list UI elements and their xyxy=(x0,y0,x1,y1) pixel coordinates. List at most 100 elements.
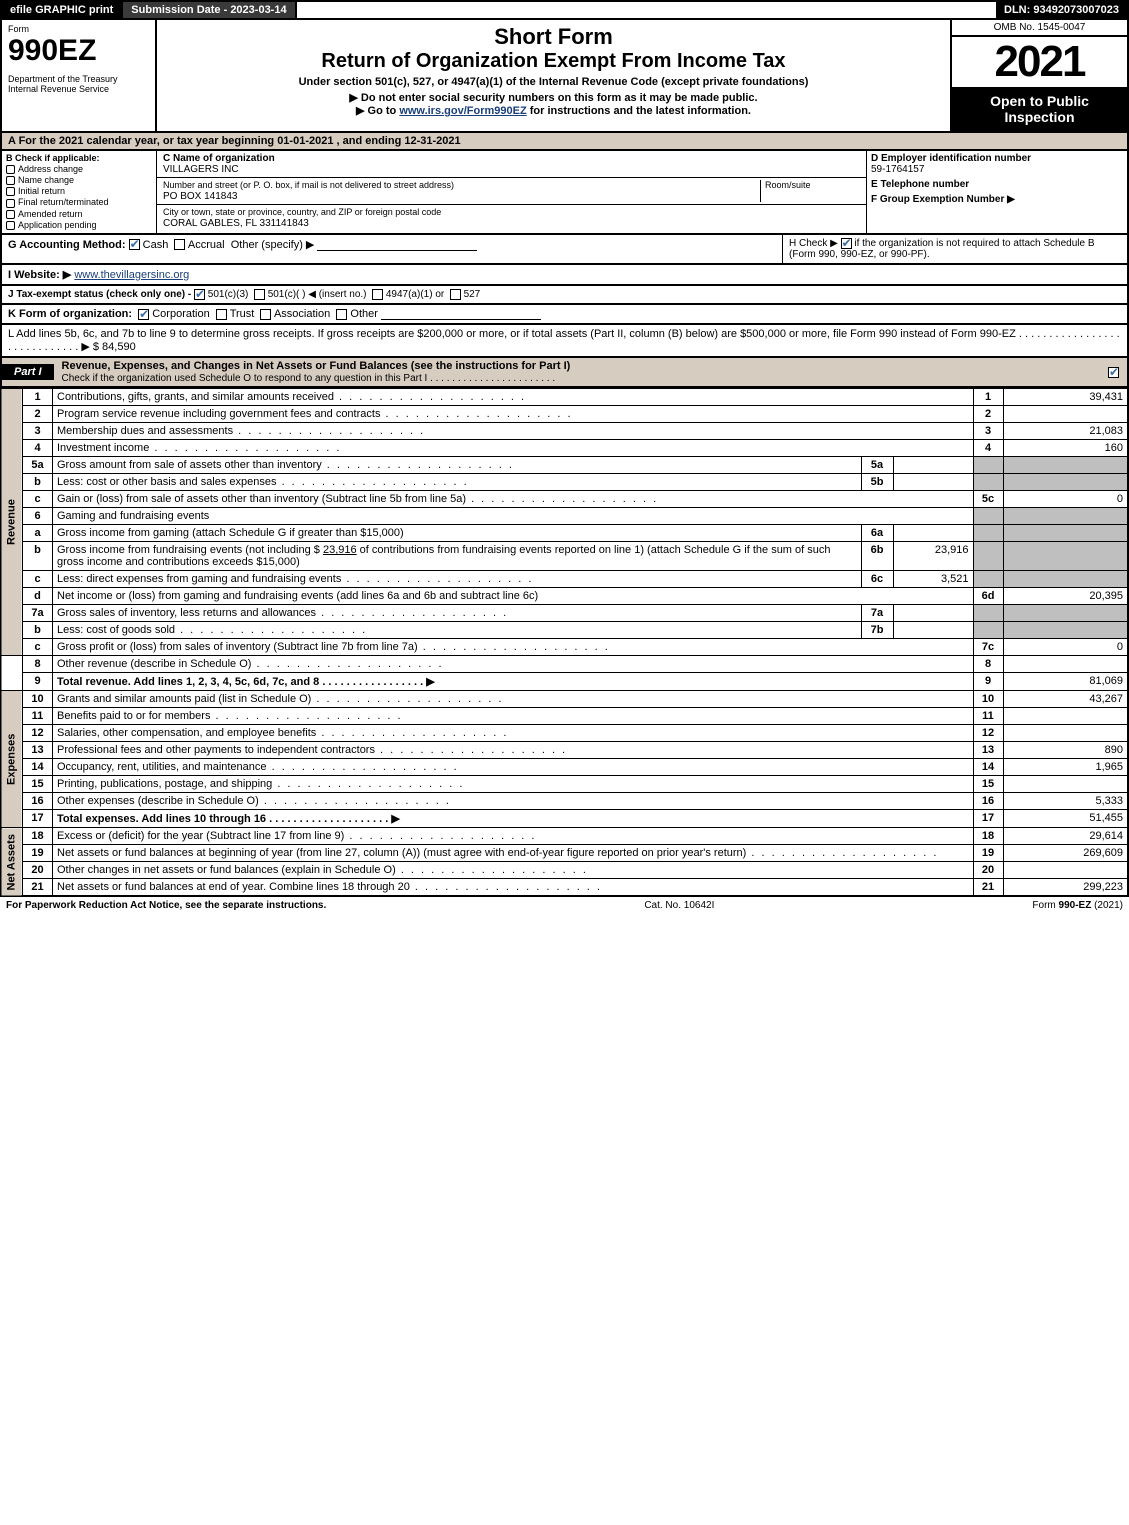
submission-date: Submission Date - 2023-03-14 xyxy=(123,2,296,18)
title-main: Return of Organization Exempt From Incom… xyxy=(163,50,944,73)
section-b: B Check if applicable: Address change Na… xyxy=(2,151,157,233)
irs-link[interactable]: www.irs.gov/Form990EZ xyxy=(399,105,526,117)
row-3: 3Membership dues and assessments321,083 xyxy=(1,423,1128,440)
top-bar: efile GRAPHIC print Submission Date - 20… xyxy=(0,0,1129,20)
c-name-label: C Name of organization xyxy=(163,153,275,164)
row-20: 20Other changes in net assets or fund ba… xyxy=(1,862,1128,879)
form-label: Form xyxy=(8,24,149,34)
omb-number: OMB No. 1545-0047 xyxy=(952,20,1127,37)
b-opt-name[interactable]: Name change xyxy=(6,175,152,185)
subtitle: Under section 501(c), 527, or 4947(a)(1)… xyxy=(163,76,944,88)
ein-value: 59-1764157 xyxy=(871,164,1123,175)
footer-left: For Paperwork Reduction Act Notice, see … xyxy=(6,900,326,911)
row-5a: 5aGross amount from sale of assets other… xyxy=(1,457,1128,474)
dln: DLN: 93492073007023 xyxy=(996,2,1127,18)
row-6b: bGross income from fundraising events (n… xyxy=(1,542,1128,571)
g-other-input[interactable] xyxy=(317,239,477,251)
e-label: E Telephone number xyxy=(871,179,969,190)
g-label: G Accounting Method: xyxy=(8,239,126,251)
row-7c: cGross profit or (loss) from sales of in… xyxy=(1,639,1128,656)
j-4947: 4947(a)(1) or xyxy=(386,289,444,300)
row-14: 14Occupancy, rent, utilities, and mainte… xyxy=(1,759,1128,776)
section-g: G Accounting Method: Cash Accrual Other … xyxy=(2,235,782,263)
b-opt-amended[interactable]: Amended return xyxy=(6,209,152,219)
vlabel-revenue: Revenue xyxy=(1,389,23,656)
row-15: 15Printing, publications, postage, and s… xyxy=(1,776,1128,793)
c-city-label: City or town, state or province, country… xyxy=(163,207,441,217)
section-a: A For the 2021 calendar year, or tax yea… xyxy=(0,133,1129,151)
row-12: 12Salaries, other compensation, and empl… xyxy=(1,725,1128,742)
org-name: VILLAGERS INC xyxy=(163,164,239,175)
form-header: Form 990EZ Department of the Treasury In… xyxy=(0,20,1129,133)
vlabel-netassets: Net Assets xyxy=(1,828,23,897)
part1-tab: Part I xyxy=(2,364,54,380)
dept-label: Department of the Treasury Internal Reve… xyxy=(8,74,149,94)
row-5b: bLess: cost or other basis and sales exp… xyxy=(1,474,1128,491)
block-bcdef: B Check if applicable: Address change Na… xyxy=(0,151,1129,235)
k-corp-check[interactable] xyxy=(138,309,149,320)
r1-value: 39,431 xyxy=(1003,389,1128,406)
section-l: L Add lines 5b, 6c, and 7b to line 9 to … xyxy=(0,325,1129,358)
c-room-label: Room/suite xyxy=(765,180,811,190)
j-527-check[interactable] xyxy=(450,289,461,300)
row-6c: cLess: direct expenses from gaming and f… xyxy=(1,571,1128,588)
row-5c: cGain or (loss) from sale of assets othe… xyxy=(1,491,1128,508)
j-501c-check[interactable] xyxy=(254,289,265,300)
b-opt-address[interactable]: Address change xyxy=(6,164,152,174)
k-label: K Form of organization: xyxy=(8,308,132,320)
b-opt-pending[interactable]: Application pending xyxy=(6,220,152,230)
b-label: B Check if applicable: xyxy=(6,153,152,163)
j-501c: 501(c)( ) ◀ (insert no.) xyxy=(268,289,367,300)
section-j: J Tax-exempt status (check only one) - 5… xyxy=(0,286,1129,305)
k-assoc-check[interactable] xyxy=(260,309,271,320)
row-8: 8Other revenue (describe in Schedule O)8 xyxy=(1,656,1128,673)
b-opt-final[interactable]: Final return/terminated xyxy=(6,197,152,207)
j-501c3-check[interactable] xyxy=(194,289,205,300)
vlabel-expenses: Expenses xyxy=(1,691,23,828)
row-6a: aGross income from gaming (attach Schedu… xyxy=(1,525,1128,542)
row-18: Net Assets18Excess or (deficit) for the … xyxy=(1,828,1128,845)
note-goto-post: for instructions and the latest informat… xyxy=(527,105,751,117)
section-def: D Employer identification number 59-1764… xyxy=(867,151,1127,233)
row-17: 17Total expenses. Add lines 10 through 1… xyxy=(1,810,1128,828)
row-4: 4Investment income4160 xyxy=(1,440,1128,457)
row-13: 13Professional fees and other payments t… xyxy=(1,742,1128,759)
row-16: 16Other expenses (describe in Schedule O… xyxy=(1,793,1128,810)
row-gh: G Accounting Method: Cash Accrual Other … xyxy=(0,235,1129,265)
part1-check[interactable] xyxy=(1108,367,1119,378)
tax-year: 2021 xyxy=(952,37,1127,87)
c-street-label: Number and street (or P. O. box, if mail… xyxy=(163,180,454,190)
r1-text: Contributions, gifts, grants, and simila… xyxy=(57,391,526,403)
title-short-form: Short Form xyxy=(163,24,944,50)
note-goto-pre: ▶ Go to xyxy=(356,105,399,117)
row-2: 2Program service revenue including gover… xyxy=(1,406,1128,423)
j-501c3: 501(c)(3) xyxy=(208,289,249,300)
k-other: Other xyxy=(350,308,378,320)
g-cash: Cash xyxy=(143,239,169,251)
part1-title-text: Revenue, Expenses, and Changes in Net As… xyxy=(62,360,571,372)
row-21: 21Net assets or fund balances at end of … xyxy=(1,879,1128,897)
g-accrual-check[interactable] xyxy=(174,239,185,250)
k-trust-check[interactable] xyxy=(216,309,227,320)
b-opt-initial[interactable]: Initial return xyxy=(6,186,152,196)
row-10: Expenses10Grants and similar amounts pai… xyxy=(1,691,1128,708)
efile-label[interactable]: efile GRAPHIC print xyxy=(2,2,123,18)
d-label: D Employer identification number xyxy=(871,153,1031,164)
k-other-input[interactable] xyxy=(381,308,541,320)
g-cash-check[interactable] xyxy=(129,239,140,250)
footer-right: Form 990-EZ (2021) xyxy=(1032,900,1123,911)
section-c: C Name of organizationVILLAGERS INC Numb… xyxy=(157,151,867,233)
j-4947-check[interactable] xyxy=(372,289,383,300)
part1-header: Part I Revenue, Expenses, and Changes in… xyxy=(0,358,1129,388)
website-link[interactable]: www.thevillagersinc.org xyxy=(74,269,189,281)
row-7a: 7aGross sales of inventory, less returns… xyxy=(1,605,1128,622)
note-goto: ▶ Go to www.irs.gov/Form990EZ for instru… xyxy=(163,104,944,117)
k-other-check[interactable] xyxy=(336,309,347,320)
k-trust: Trust xyxy=(230,308,255,320)
section-k: K Form of organization: Corporation Trus… xyxy=(0,305,1129,325)
section-h: H Check ▶ if the organization is not req… xyxy=(782,235,1127,263)
h-check[interactable] xyxy=(841,238,852,249)
org-street: PO BOX 141843 xyxy=(163,191,238,202)
row-6d: dNet income or (loss) from gaming and fu… xyxy=(1,588,1128,605)
footer-mid: Cat. No. 10642I xyxy=(644,900,714,911)
